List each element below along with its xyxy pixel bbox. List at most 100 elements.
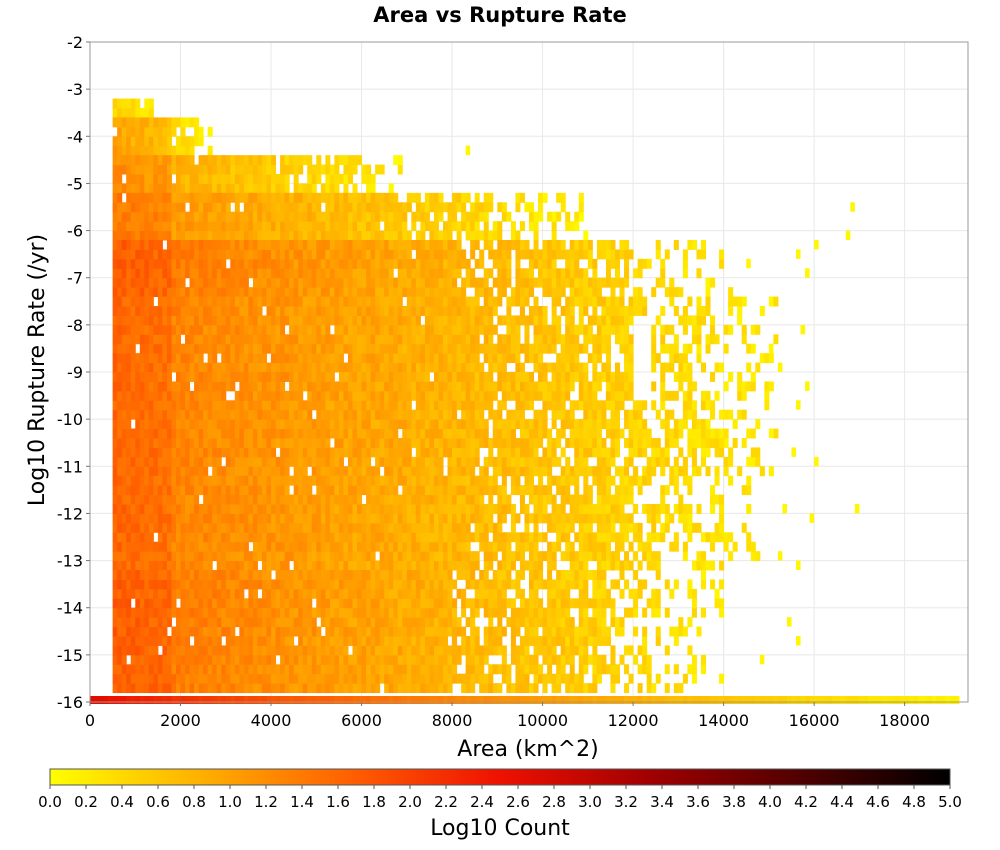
- heatmap-cell: [212, 504, 218, 514]
- heatmap-cell: [221, 551, 227, 562]
- heatmap-cell: [112, 494, 118, 505]
- heatmap-cell: [248, 362, 254, 373]
- heatmap-cell: [461, 192, 467, 203]
- heatmap-cell: [261, 343, 268, 354]
- heatmap-cell: [569, 287, 575, 298]
- heatmap-cell: [343, 522, 349, 533]
- heatmap-cell: [628, 541, 634, 552]
- heatmap-cell: [203, 447, 209, 458]
- heatmap-cell: [547, 211, 553, 222]
- heatmap-cell: [248, 174, 254, 184]
- heatmap-cell: [529, 249, 535, 260]
- heatmap-cell: [447, 306, 453, 316]
- heatmap-cell: [271, 522, 277, 533]
- heatmap-cell: [411, 419, 417, 430]
- heatmap-cell: [515, 296, 521, 307]
- heatmap-cell: [510, 683, 516, 694]
- heatmap-cell: [651, 381, 657, 392]
- heatmap-cell: [289, 475, 295, 486]
- heatmap-cell: [298, 277, 304, 288]
- heatmap-cell: [438, 211, 444, 222]
- heatmap-cell: [221, 532, 227, 543]
- heatmap-cell: [705, 287, 711, 298]
- heatmap-cell: [574, 353, 580, 364]
- heatmap-cell: [325, 513, 331, 524]
- heatmap-cell: [601, 249, 607, 260]
- heatmap-cell: [565, 353, 571, 364]
- heatmap-cell: [470, 362, 476, 373]
- heatmap-cell: [470, 390, 476, 401]
- heatmap-cell: [406, 249, 412, 260]
- heatmap-cell: [334, 400, 340, 411]
- heatmap-cell: [230, 183, 236, 194]
- heatmap-cell: [538, 202, 544, 213]
- heatmap-cell: [393, 551, 399, 562]
- heatmap-cell: [646, 504, 652, 514]
- heatmap-cell: [248, 532, 254, 543]
- heatmap-cell: [203, 211, 209, 222]
- heatmap-cell: [515, 419, 521, 430]
- heatmap-cell: [212, 277, 218, 288]
- heatmap-cell: [221, 183, 227, 194]
- heatmap-cell: [628, 475, 634, 486]
- heatmap-cell: [433, 353, 439, 364]
- heatmap-cell: [578, 287, 584, 298]
- heatmap-cell: [293, 258, 299, 269]
- heatmap-cell: [605, 541, 611, 552]
- heatmap-cell: [596, 485, 602, 496]
- heatmap-cell: [560, 353, 566, 364]
- heatmap-cell: [275, 522, 281, 533]
- heatmap-cell: [429, 541, 435, 552]
- heatmap-cell: [388, 306, 394, 316]
- heatmap-cell: [311, 504, 317, 514]
- heatmap-cell: [112, 485, 118, 496]
- heatmap-cell: [153, 353, 159, 364]
- heatmap-cell: [352, 221, 358, 232]
- heatmap-cell: [234, 475, 240, 486]
- heatmap-cell: [569, 221, 575, 232]
- heatmap-cell: [357, 353, 363, 364]
- heatmap-cell: [343, 551, 349, 562]
- heatmap-cell: [243, 249, 249, 260]
- heatmap-cell: [750, 343, 756, 354]
- heatmap-cell: [320, 466, 326, 477]
- heatmap-cell: [429, 343, 435, 354]
- heatmap-cell: [696, 466, 702, 477]
- heatmap-cell: [189, 409, 195, 420]
- heatmap-cell: [139, 541, 145, 552]
- heatmap-cell: [203, 192, 209, 203]
- heatmap-cell: [393, 211, 399, 222]
- heatmap-cell: [112, 277, 118, 288]
- heatmap-cell: [705, 532, 711, 543]
- heatmap-cell: [452, 466, 458, 477]
- heatmap-cell: [506, 504, 512, 514]
- heatmap-cell: [438, 249, 444, 260]
- heatmap-cell: [388, 390, 394, 401]
- heatmap-cell: [642, 438, 648, 448]
- heatmap-cell: [112, 296, 118, 307]
- heatmap-cell: [556, 240, 562, 250]
- heatmap-cell: [687, 400, 693, 411]
- heatmap-cell: [375, 466, 381, 477]
- heatmap-cell: [741, 522, 747, 533]
- heatmap-cell: [325, 522, 331, 533]
- heatmap-cell: [117, 287, 123, 298]
- heatmap-cell: [121, 485, 127, 496]
- heatmap-cell: [307, 683, 313, 694]
- heatmap-cell: [447, 240, 453, 250]
- heatmap-cell: [429, 551, 435, 562]
- heatmap-cell: [660, 419, 666, 430]
- heatmap-cell: [171, 400, 177, 411]
- heatmap-cell: [117, 258, 123, 269]
- heatmap-cell: [216, 268, 222, 279]
- heatmap-cell: [239, 683, 245, 694]
- heatmap-cell: [375, 485, 381, 496]
- heatmap-cell: [538, 504, 544, 514]
- heatmap-cell: [542, 513, 548, 524]
- heatmap-cell: [334, 513, 340, 524]
- heatmap-cell: [117, 277, 123, 288]
- heatmap-cell: [293, 438, 299, 448]
- heatmap-cell: [741, 296, 747, 307]
- heatmap-cell: [239, 268, 245, 279]
- heatmap-cell: [587, 249, 593, 260]
